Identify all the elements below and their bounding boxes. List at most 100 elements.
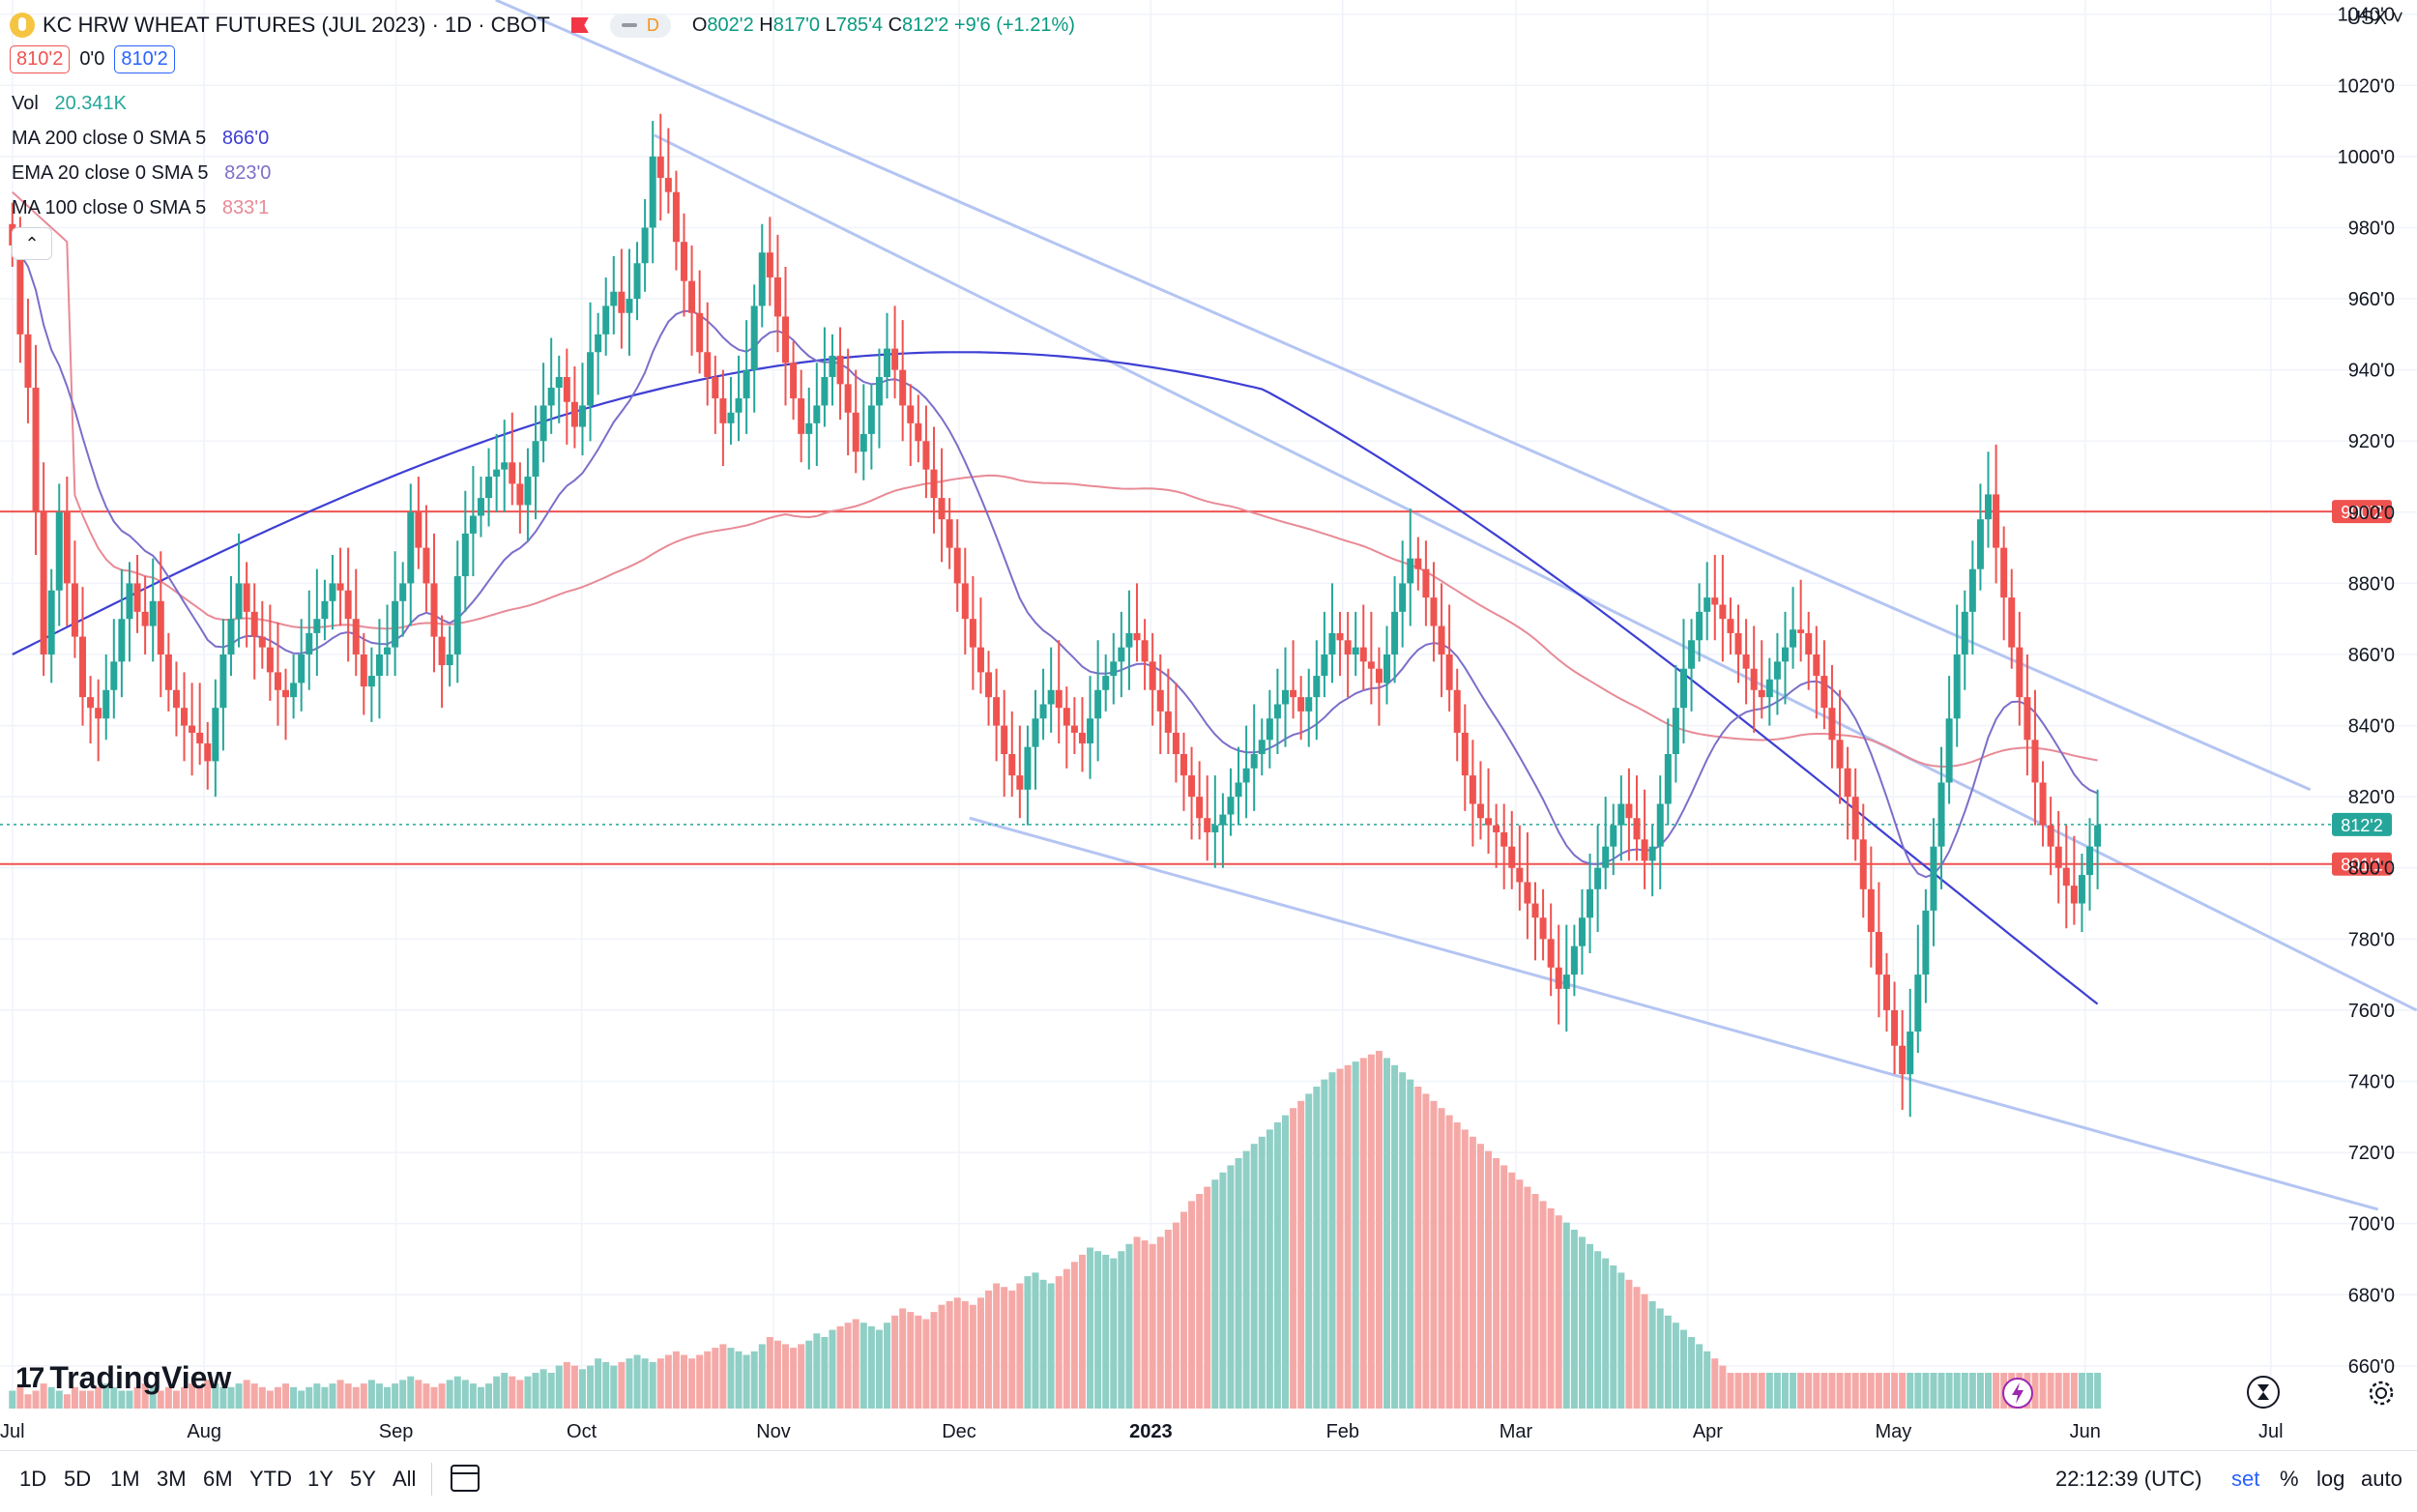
candle-body (563, 377, 570, 402)
price-axis[interactable]: 660'0 680'0 700'0 720'0 740'0 760'0 780'0 800'0… (2338, 5, 2395, 1378)
minus-icon (621, 23, 637, 27)
tf-1d[interactable]: 1D (19, 1467, 47, 1491)
volume-bar (40, 1383, 47, 1409)
candlesticks[interactable] (9, 113, 2102, 1118)
candle-body (1524, 882, 1531, 904)
candle-body (1196, 797, 1204, 819)
candle-body (1250, 754, 1258, 769)
tf-6m[interactable]: 6M (203, 1467, 233, 1491)
volume-bar (829, 1329, 836, 1409)
percent-toggle[interactable]: % (2280, 1467, 2299, 1491)
bottom-toolbar: 1D 5D 1M 3M 6M YTD 1Y 5Y All 22:12:39 (U… (0, 1450, 2417, 1512)
volume-bar (1024, 1276, 1032, 1409)
volume-bar (1790, 1373, 1797, 1409)
candle-body (2016, 647, 2024, 698)
settings-gear-icon[interactable] (2365, 1377, 2398, 1410)
y-tick-label: 780'0 (2348, 929, 2395, 950)
session-toggle[interactable]: set (2231, 1467, 2260, 1491)
log-toggle[interactable]: log (2316, 1467, 2345, 1491)
candle-body (1633, 818, 1641, 840)
volume-bar (985, 1290, 993, 1409)
volume-bar (656, 1358, 664, 1409)
candle-body (1930, 846, 1937, 911)
volume-bar (282, 1383, 290, 1409)
candle-body (2078, 875, 2085, 904)
volume-bar (1664, 1315, 1672, 1409)
candle-body (930, 469, 938, 499)
candle-body (298, 654, 306, 683)
legend-vol[interactable]: Vol 20.341K (12, 93, 127, 114)
tf-1m[interactable]: 1M (110, 1467, 140, 1491)
candle-body (1008, 754, 1016, 776)
candle-body (1087, 718, 1094, 743)
legend-ema20[interactable]: EMA 20 close 0 SMA 5 823'0 (12, 162, 272, 184)
candle-body (712, 377, 719, 399)
calendar-icon[interactable] (451, 1465, 480, 1492)
candle-body (641, 227, 649, 264)
candle-body (884, 348, 891, 378)
legend-ma200[interactable]: MA 200 close 0 SMA 5 866'0 (12, 128, 270, 149)
volume-bar (493, 1376, 501, 1409)
flag-icon[interactable] (570, 17, 589, 33)
tf-5d[interactable]: 5D (64, 1467, 92, 1491)
time-axis[interactable]: Jul Aug Sep Oct Nov Dec 2023 Feb Mar Apr May Jun Jul (0, 1421, 2284, 1442)
horizontal-lines[interactable]: 900'2 801'1 812'2 (0, 500, 2392, 876)
candle-body (946, 519, 953, 548)
tf-all[interactable]: All (393, 1467, 417, 1491)
clock[interactable]: 22:12:39 (UTC) (2055, 1467, 2202, 1491)
candle-body (1719, 604, 1727, 620)
tf-5y[interactable]: 5Y (350, 1467, 376, 1491)
volume-bar (133, 1386, 141, 1409)
x-tick-label: May (1876, 1421, 1912, 1442)
candle-body (1985, 494, 1993, 520)
legend-ma100[interactable]: MA 100 close 0 SMA 5 833'1 (12, 197, 270, 218)
x-tick-label: Feb (1326, 1421, 1359, 1442)
volume-bar (1727, 1373, 1734, 1409)
candle-body (2062, 867, 2070, 887)
volume-bar (1993, 1373, 2000, 1409)
candle-body (1937, 782, 1945, 847)
candle-body (1790, 629, 1797, 648)
trendlines[interactable] (495, 0, 2417, 1211)
price-chart[interactable]: 900'2 801'1 812'2 660'0 680'0 700'0 720'0 740'… (0, 0, 2417, 1450)
collapse-legend-button[interactable]: ⌃ (12, 227, 52, 260)
sell-price-button[interactable]: 810'2 (10, 45, 71, 73)
candle-body (1562, 974, 1570, 989)
candle-body (1711, 597, 1719, 605)
volume-bar (712, 1348, 719, 1409)
hourglass-icon[interactable] (2246, 1375, 2281, 1410)
symbol-title[interactable]: KC HRW WHEAT FUTURES (JUL 2023) · 1D · C… (43, 13, 550, 37)
volume-bar (1797, 1373, 1805, 1409)
volume-bar (672, 1351, 680, 1409)
y-tick-label: 960'0 (2348, 289, 2395, 310)
trendline (654, 133, 2417, 1012)
volume-bar (1758, 1373, 1765, 1409)
mode-pill[interactable]: D (609, 13, 671, 38)
volume-bar (235, 1383, 243, 1409)
buy-price-button[interactable]: 810'2 (114, 45, 175, 73)
volume-bar (1281, 1115, 1289, 1409)
lightning-icon[interactable] (2001, 1377, 2034, 1410)
volume-bar (2039, 1373, 2047, 1409)
candle-body (1047, 689, 1055, 705)
currency-selector[interactable]: USX ˅ (2346, 8, 2403, 29)
volume-bar (2054, 1373, 2062, 1409)
candle-body (1882, 974, 1890, 1010)
auto-toggle[interactable]: auto (2361, 1467, 2402, 1491)
volume-bar (63, 1394, 71, 1409)
volume-bar (461, 1380, 469, 1409)
volume-bar (813, 1333, 821, 1409)
volume-bar (1844, 1373, 1851, 1409)
tf-3m[interactable]: 3M (157, 1467, 187, 1491)
volume-bar (766, 1337, 773, 1409)
horizontal-line-label: 900'2 (2341, 503, 2382, 522)
tf-1y[interactable]: 1Y (307, 1467, 334, 1491)
candle-body (1445, 654, 1453, 690)
candle-body (1664, 754, 1672, 804)
volume-bar (1032, 1272, 1039, 1409)
candle-body (2070, 886, 2078, 904)
volume-bar (641, 1358, 649, 1409)
tf-ytd[interactable]: YTD (249, 1467, 292, 1491)
candle-body (509, 462, 516, 484)
volume-bar (1633, 1287, 1641, 1409)
